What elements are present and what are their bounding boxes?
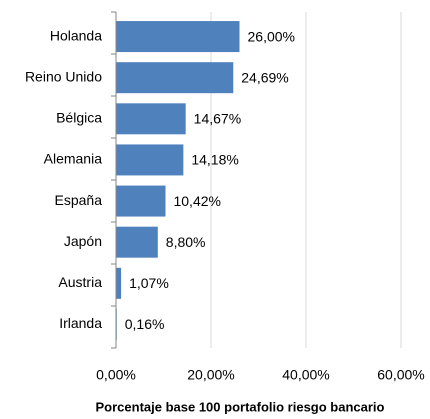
bar — [116, 226, 158, 258]
value-label: 10,42% — [173, 193, 220, 209]
x-tick-label: 0,00% — [96, 367, 136, 383]
value-label: 8,80% — [166, 234, 206, 250]
y-tick-label: España — [55, 192, 103, 208]
bar — [116, 185, 166, 217]
value-label: 26,00% — [248, 28, 295, 44]
y-tick-label: Bélgica — [56, 110, 102, 126]
value-label: 24,69% — [241, 69, 288, 85]
bar — [116, 62, 234, 94]
y-tick-label: Alemania — [44, 151, 103, 167]
value-label: 14,67% — [194, 111, 241, 127]
y-tick-label: Austria — [58, 274, 102, 290]
y-tick-label: Japón — [64, 233, 102, 249]
y-tick-label: Irlanda — [59, 315, 102, 331]
x-tick-label: 60,00% — [377, 367, 424, 383]
value-label: 14,18% — [191, 152, 238, 168]
x-tick-label: 40,00% — [282, 367, 329, 383]
bar — [116, 267, 122, 299]
bar — [116, 144, 184, 176]
y-tick-label: Reino Unido — [25, 68, 102, 84]
x-axis-title: Porcentaje base 100 portafolio riesgo ba… — [96, 399, 385, 414]
value-label: 1,07% — [129, 275, 169, 291]
value-label: 0,16% — [125, 316, 165, 332]
bar — [116, 103, 186, 135]
bar — [116, 21, 240, 53]
y-tick-label: Holanda — [50, 27, 102, 43]
x-tick-label: 20,00% — [187, 367, 234, 383]
